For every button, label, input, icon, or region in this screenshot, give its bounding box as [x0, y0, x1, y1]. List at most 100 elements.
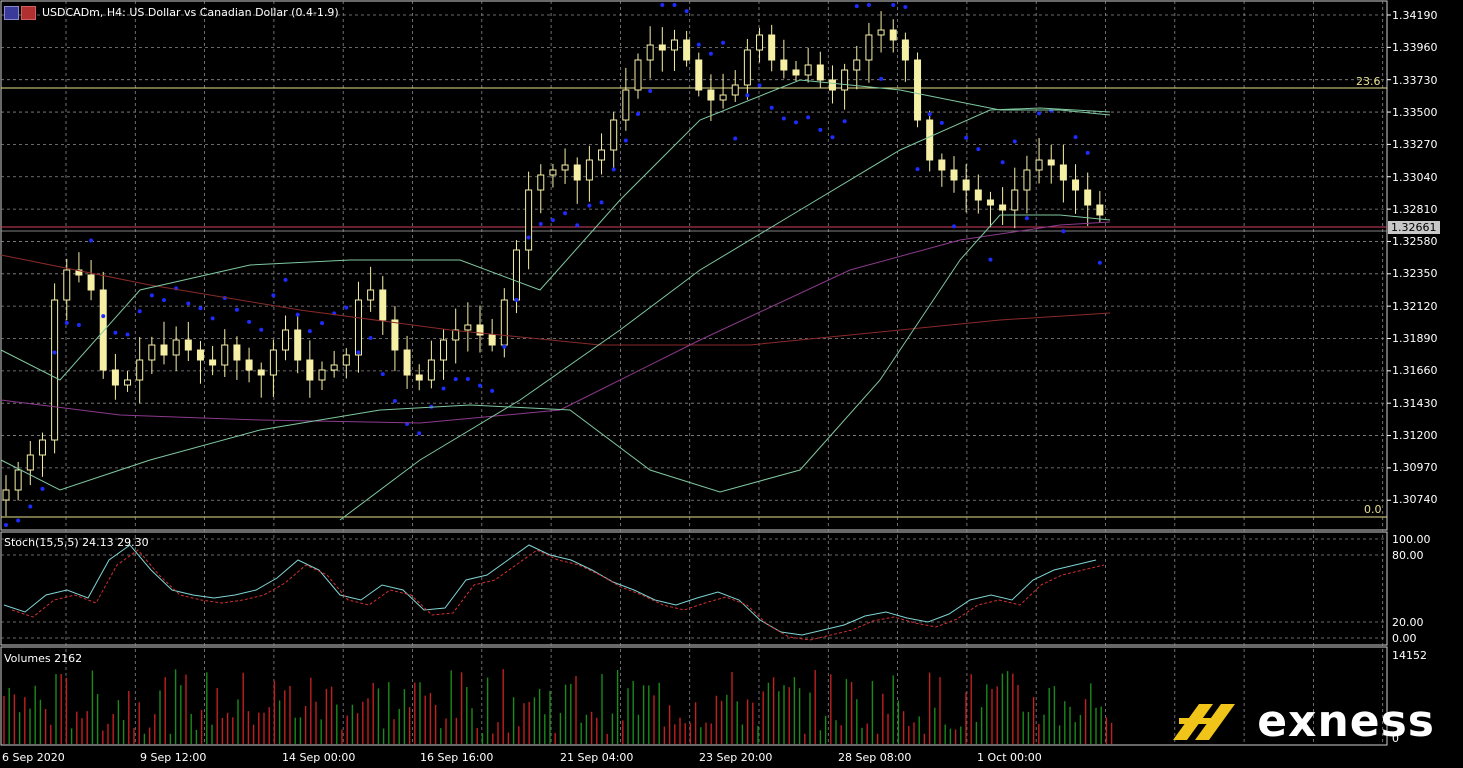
- candle-body: [914, 59, 922, 121]
- sar-dot: [915, 167, 920, 172]
- panel-border: [0, 531, 1388, 646]
- sar-dot: [964, 135, 969, 140]
- sar-dot: [648, 89, 653, 94]
- sar-dot: [854, 4, 859, 9]
- sar-dot: [101, 314, 106, 319]
- candle-body: [841, 69, 849, 91]
- price-label: 1.30970: [1392, 461, 1438, 474]
- price-label: 1.33270: [1392, 138, 1438, 151]
- sar-dot: [733, 136, 738, 141]
- stochastic-title: Stoch(15,5,5) 24.13 29.30: [4, 536, 149, 549]
- time-label: 6 Sep 2020: [2, 751, 65, 764]
- sar-dot: [672, 3, 677, 7]
- candle-body: [111, 369, 119, 386]
- chart-icon: [4, 6, 19, 20]
- sar-dot: [307, 329, 312, 334]
- candle-body: [743, 49, 751, 86]
- candle-body: [974, 189, 982, 201]
- candle-body: [294, 329, 302, 361]
- candle-body: [780, 59, 788, 71]
- sar-dot: [708, 51, 713, 56]
- candle-body: [707, 89, 715, 101]
- candle-body: [683, 39, 691, 61]
- candle-body: [877, 29, 885, 36]
- candle-body: [148, 344, 156, 361]
- candle-body: [865, 34, 873, 61]
- candle-body: [2, 489, 10, 501]
- sar-dot: [320, 321, 324, 326]
- sar-dot: [781, 116, 786, 121]
- candle-body: [172, 339, 180, 356]
- sar-dot: [611, 167, 616, 172]
- current-price-tag: 1.32661: [1388, 221, 1440, 234]
- sar-dot: [927, 112, 932, 117]
- fib-level-label: 23.6: [1356, 75, 1381, 88]
- candle-body: [1035, 159, 1043, 171]
- sar-dot: [210, 316, 215, 321]
- candle-body: [367, 289, 375, 301]
- sar-dot: [952, 224, 956, 229]
- price-label: 1.32350: [1392, 267, 1438, 280]
- sar-dot: [988, 257, 993, 262]
- sar-dot: [1024, 216, 1029, 221]
- candle-body: [1072, 179, 1080, 191]
- sar-dot: [538, 222, 543, 227]
- candle-body: [986, 199, 994, 206]
- sar-dot: [137, 309, 142, 314]
- candle-body: [792, 69, 800, 76]
- sar-dot: [295, 312, 300, 317]
- sar-dot: [1012, 139, 1017, 144]
- sar-dot: [271, 293, 276, 298]
- price-label: 1.31890: [1392, 332, 1438, 345]
- price-label: 1.31430: [1392, 397, 1438, 410]
- time-label: 23 Sep 20:00: [699, 751, 773, 764]
- candle-body: [828, 79, 836, 91]
- candle-body: [306, 359, 314, 381]
- candle-body: [549, 169, 557, 176]
- candle-body: [646, 44, 654, 61]
- sar-dot: [550, 218, 555, 223]
- candle-body: [853, 59, 861, 71]
- sar-dot: [247, 319, 252, 324]
- candle-body: [391, 319, 399, 351]
- candle-body: [318, 369, 326, 381]
- stoch-level-label: 80.00: [1392, 549, 1424, 562]
- candle-body: [1023, 169, 1031, 191]
- sar-dot: [757, 83, 762, 88]
- candle-body: [962, 179, 970, 191]
- stoch-level-label: 20.00: [1392, 616, 1424, 629]
- candle-body: [999, 204, 1007, 211]
- candle-body: [282, 329, 290, 351]
- sar-dot: [465, 376, 470, 381]
- candle-body: [512, 249, 520, 301]
- candle-body: [756, 34, 764, 51]
- sar-dot: [76, 323, 81, 328]
- sar-dot: [52, 350, 57, 355]
- sar-dot: [696, 42, 701, 47]
- candle-body: [950, 169, 958, 181]
- price-label: 1.31200: [1392, 429, 1438, 442]
- volume-level-label: 14152: [1392, 649, 1427, 662]
- sar-dot: [89, 238, 94, 243]
- sar-dot: [939, 120, 944, 125]
- price-label: 1.31660: [1392, 364, 1438, 377]
- sar-dot: [162, 298, 166, 303]
- candle-body: [136, 359, 144, 381]
- sar-dot: [1000, 160, 1005, 165]
- sar-dot: [563, 211, 568, 216]
- candle-body: [38, 439, 46, 456]
- stoch-level-label: 0.00: [1392, 632, 1417, 645]
- sar-dot: [660, 3, 665, 7]
- sar-dot: [514, 297, 519, 302]
- candle-body: [342, 354, 350, 366]
- stochastic-main-line: [3, 544, 1097, 636]
- sar-dot: [1049, 108, 1054, 113]
- candle-body: [573, 164, 581, 181]
- candle-body: [51, 299, 59, 441]
- price-label: 1.32580: [1392, 235, 1438, 248]
- sar-dot: [417, 431, 422, 436]
- sar-dot: [64, 320, 69, 325]
- sar-dot: [1037, 111, 1042, 116]
